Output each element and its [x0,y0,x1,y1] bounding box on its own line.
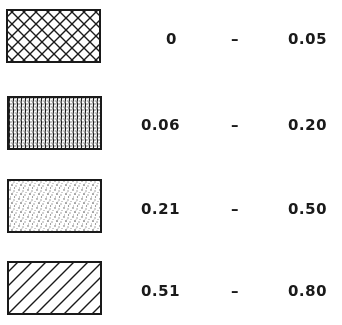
range-to-label: 0.20 [288,116,327,134]
legend-row-1: 0 – 0.05 [6,9,327,63]
range-dash: – [231,200,239,218]
range-to-label: 0.80 [288,282,327,300]
range-dash: – [231,30,239,48]
range-from-label: 0.21 [141,200,180,218]
legend-row-3: 0.21 – 0.50 [7,179,327,233]
legend-row-4: 0.51 – 0.80 [7,261,327,315]
diagonal-hatch-swatch [7,261,102,315]
range-to-label: 0.50 [288,200,327,218]
range-from-label: 0 [166,30,177,48]
cross-hatch-swatch [6,9,101,63]
range-from-label: 0.06 [141,116,180,134]
range-dash: – [231,282,239,300]
range-from-label: 0.51 [141,282,180,300]
light-stipple-swatch [7,179,102,233]
legend-row-2: 0.06 – 0.20 [7,96,327,150]
range-to-label: 0.05 [288,30,327,48]
range-dash: – [231,116,239,134]
dense-stipple-swatch [7,96,102,150]
